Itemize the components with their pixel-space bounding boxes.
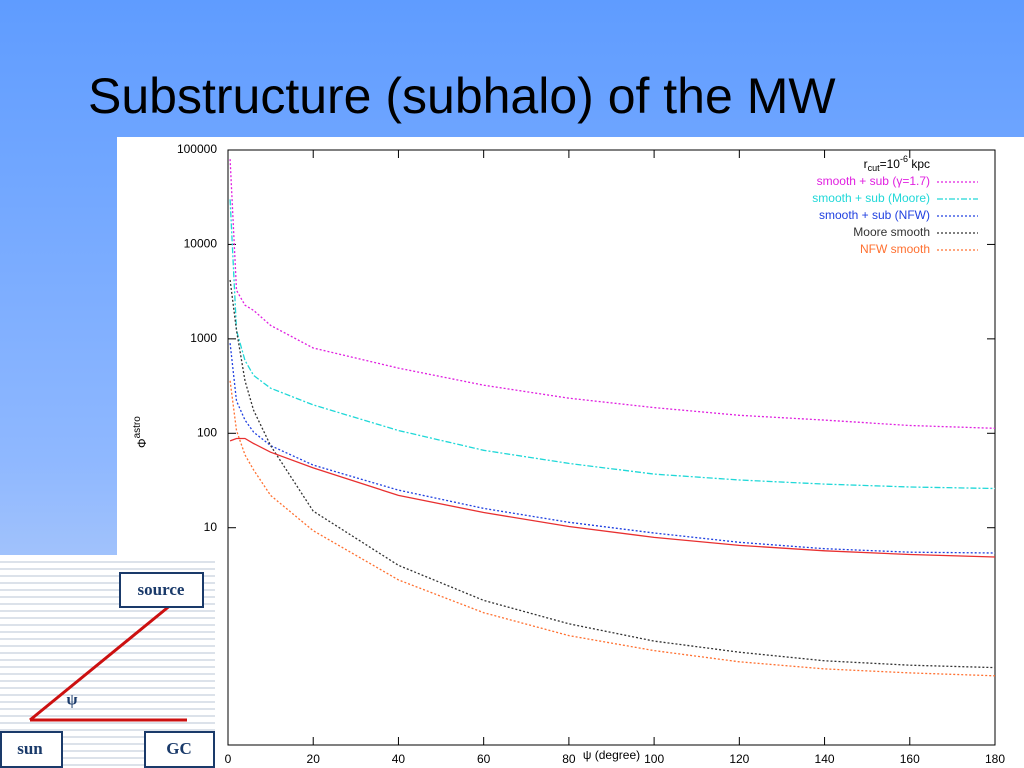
y-tick-label: 1000 — [190, 331, 217, 345]
x-tick-label: 100 — [644, 752, 664, 766]
series-line — [229, 437, 996, 558]
y-tick-label: 10000 — [184, 237, 218, 251]
x-tick-label: 80 — [562, 752, 576, 766]
legend-title-part: =10 — [880, 157, 901, 171]
legend-label: NFW smooth — [860, 242, 930, 256]
chart-panel — [117, 137, 1024, 768]
legend-title-part: kpc — [908, 157, 930, 171]
sun-label: sun — [17, 739, 43, 758]
x-tick-label: 0 — [225, 752, 232, 766]
series-line — [229, 279, 996, 669]
sun-box — [0, 731, 63, 768]
legend-title-part: r — [864, 157, 868, 171]
series-line — [229, 159, 996, 429]
legend-title: rcut=10-6 kpc — [864, 154, 930, 173]
series-line — [229, 199, 996, 490]
legend-title-part: -6 — [900, 154, 908, 164]
legend-label: smooth + sub (γ=1.7) — [817, 174, 930, 188]
x-tick-label: 20 — [307, 752, 321, 766]
y-tick-label: 100 — [197, 425, 217, 439]
diagram: source sun GC ψ — [0, 555, 215, 768]
x-tick-label: 120 — [729, 752, 749, 766]
angle-label: ψ — [66, 692, 77, 709]
x-tick-label: 160 — [900, 752, 920, 766]
x-axis-label: ψ (degree) — [583, 748, 640, 762]
source-box — [119, 572, 204, 608]
x-tick-label: 40 — [392, 752, 406, 766]
legend-title-part: cut — [868, 163, 881, 173]
y-symbol: Φ — [135, 438, 149, 448]
y-tick-label: 100000 — [177, 142, 217, 156]
x-tick-label: 140 — [815, 752, 835, 766]
y-axis-symbol: Φastro — [132, 416, 150, 448]
legend-label: smooth + sub (NFW) — [819, 208, 930, 222]
y-symbol-sup: astro — [132, 416, 143, 439]
x-tick-label: 180 — [985, 752, 1005, 766]
diagram-ray — [29, 602, 173, 722]
series-line — [229, 343, 996, 554]
gc-label: GC — [166, 739, 192, 758]
gc-box — [144, 731, 215, 768]
series-line — [229, 380, 996, 677]
diagram-lines — [0, 561, 215, 766]
legend-label: Moore smooth — [853, 225, 930, 239]
source-label: source — [138, 580, 185, 599]
plot-frame — [227, 149, 996, 746]
slide-title: Substructure (subhalo) of the MW — [88, 68, 836, 124]
x-tick-label: 60 — [477, 752, 491, 766]
legend-label: smooth + sub (Moore) — [812, 191, 930, 205]
y-tick-label: 10 — [204, 520, 218, 534]
